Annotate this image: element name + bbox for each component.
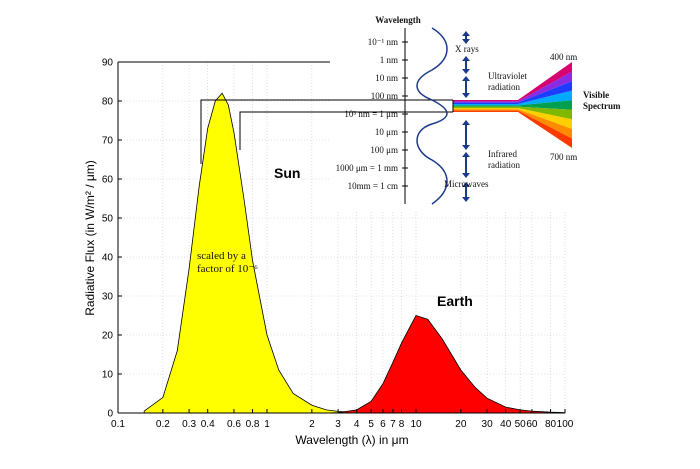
visible-label-2: Spectrum <box>583 101 621 111</box>
x-tick-label: 0.3 <box>182 419 196 430</box>
axes <box>117 61 565 414</box>
arrow-ir-top-head-down <box>462 145 470 150</box>
x-tick-label: 60 <box>526 419 538 430</box>
x-tick-label: 0.6 <box>227 419 241 430</box>
arrow-ir-top-head-up <box>462 120 470 125</box>
series-areas <box>143 92 566 414</box>
y-tick-label: 80 <box>102 97 114 108</box>
y-tick-label: 20 <box>102 331 114 342</box>
visible-band <box>453 90 572 106</box>
x-tick-label: 10 <box>410 419 422 430</box>
y-ticks: 0 10 20 30 40 50 60 70 80 90 <box>102 58 122 420</box>
inset-scale-label: 10⁻¹ nm <box>368 37 398 47</box>
y-axis-label: Radiative Flux (in W/m² / μm) <box>83 160 97 316</box>
band-ir-1: Infrared <box>488 149 517 159</box>
arrow-xrays-top-head-up <box>462 31 470 36</box>
inset-scale-label: 10³ nm = 1 μm <box>344 109 398 119</box>
visible-band <box>453 106 572 120</box>
arrow-ir-bottom-head-up <box>462 152 470 157</box>
y-tick-label: 30 <box>102 292 114 303</box>
inset-scale-label: 10 μm <box>375 127 398 137</box>
band-uv-1: Ultraviolet <box>488 71 527 81</box>
x-tick-label: 0.8 <box>246 419 260 430</box>
y-tick-label: 90 <box>102 58 114 69</box>
earth-label: Earth <box>437 293 473 309</box>
band-xrays: X rays <box>455 44 479 54</box>
arrow-uv-head-up <box>462 76 470 81</box>
x-tick-label: 40 <box>500 419 512 430</box>
y-tick-label: 60 <box>102 175 114 186</box>
x-tick-label: 7 <box>390 419 396 430</box>
x-tick-label: 100 <box>557 419 574 430</box>
visible-400nm: 400 nm <box>550 52 577 62</box>
visible-band <box>453 71 572 103</box>
visible-band <box>453 108 572 129</box>
inset-scale-label: 100 nm <box>371 91 398 101</box>
connector-700nm <box>239 111 453 150</box>
inset-scale-label: 1 nm <box>380 55 398 65</box>
x-tick-label: 0.1 <box>111 419 125 430</box>
y-tick-label: 10 <box>102 370 114 381</box>
band-uv-2: radiation <box>488 82 520 92</box>
y-tick-label: 40 <box>102 253 114 264</box>
x-tick-label: 30 <box>482 419 494 430</box>
sun-label: Sun <box>274 165 300 181</box>
x-tick-label: 4 <box>354 419 360 430</box>
x-tick-label: 0.2 <box>156 419 170 430</box>
visible-band <box>453 100 572 110</box>
band-ir-2: radiation <box>488 160 520 170</box>
visible-band <box>453 62 572 102</box>
arrow-xrays-bottom-head-down <box>462 69 470 74</box>
series-sun <box>143 92 358 414</box>
x-tick-label: 20 <box>455 419 467 430</box>
inset-scale-label: 1000 μm = 1 mm <box>336 163 398 173</box>
arrow-ir-bottom-head-down <box>462 173 470 178</box>
connector-400nm <box>200 99 453 164</box>
visible-spectrum-fan <box>452 62 572 148</box>
band-arrows <box>462 31 470 202</box>
x-tick-label: 0.4 <box>201 419 215 430</box>
x-tick-label: 5 <box>368 419 374 430</box>
series-earth <box>326 315 566 414</box>
wave-icon <box>416 27 448 205</box>
visible-band <box>453 81 572 104</box>
visible-700nm: 700 nm <box>550 152 577 162</box>
band-microwaves: Microwaves <box>444 179 489 189</box>
visible-band <box>453 110 572 148</box>
x-axis-label: Wavelength (λ) in μm <box>295 433 408 447</box>
inset-scale-label: 10mm = 1 cm <box>348 181 398 191</box>
inset-scale-label: 100 μm <box>370 145 398 155</box>
inset-title: Wavelength <box>375 15 421 25</box>
x-tick-label: 6 <box>380 419 386 430</box>
x-tick-label: 1 <box>264 419 270 430</box>
spectrum-inset: Wavelength 10⁻¹ nm 1 nm 10 nm 100 nm 10³ nm … <box>200 4 630 212</box>
y-tick-label: 70 <box>102 136 114 147</box>
x-ticks: 0.1 0.2 0.3 0.4 0.6 0.8 1 2 3 4 5 6 7 8 10 20 30 40 50 60 80… <box>111 409 574 430</box>
scale-note-line1: scaled by a <box>197 250 246 262</box>
arrow-xrays-bottom-head-up <box>462 56 470 61</box>
arrow-uv-head-down <box>462 93 470 98</box>
visible-band <box>453 109 572 139</box>
x-tick-label: 50 <box>515 419 527 430</box>
y-tick-label: 50 <box>102 214 114 225</box>
arrow-microwaves-head-up <box>462 182 470 187</box>
arrow-microwaves-head-down <box>462 197 470 202</box>
scale-note-line2: factor of 10⁻⁶ <box>197 263 258 275</box>
arrow-xrays-top-head-down <box>462 39 470 44</box>
x-tick-label: 80 <box>545 419 557 430</box>
inset-scale-label: 10 nm <box>375 73 398 83</box>
x-tick-label: 2 <box>309 419 315 430</box>
visible-label-1: Visible <box>583 90 609 100</box>
y-tick-label: 0 <box>107 409 113 420</box>
inset-scale-labels: 10⁻¹ nm 1 nm 10 nm 100 nm 10³ nm = 1 μm 10 μm… <box>336 37 408 191</box>
x-tick-label: 3 <box>335 419 341 430</box>
x-tick-label: 8 <box>399 419 405 430</box>
